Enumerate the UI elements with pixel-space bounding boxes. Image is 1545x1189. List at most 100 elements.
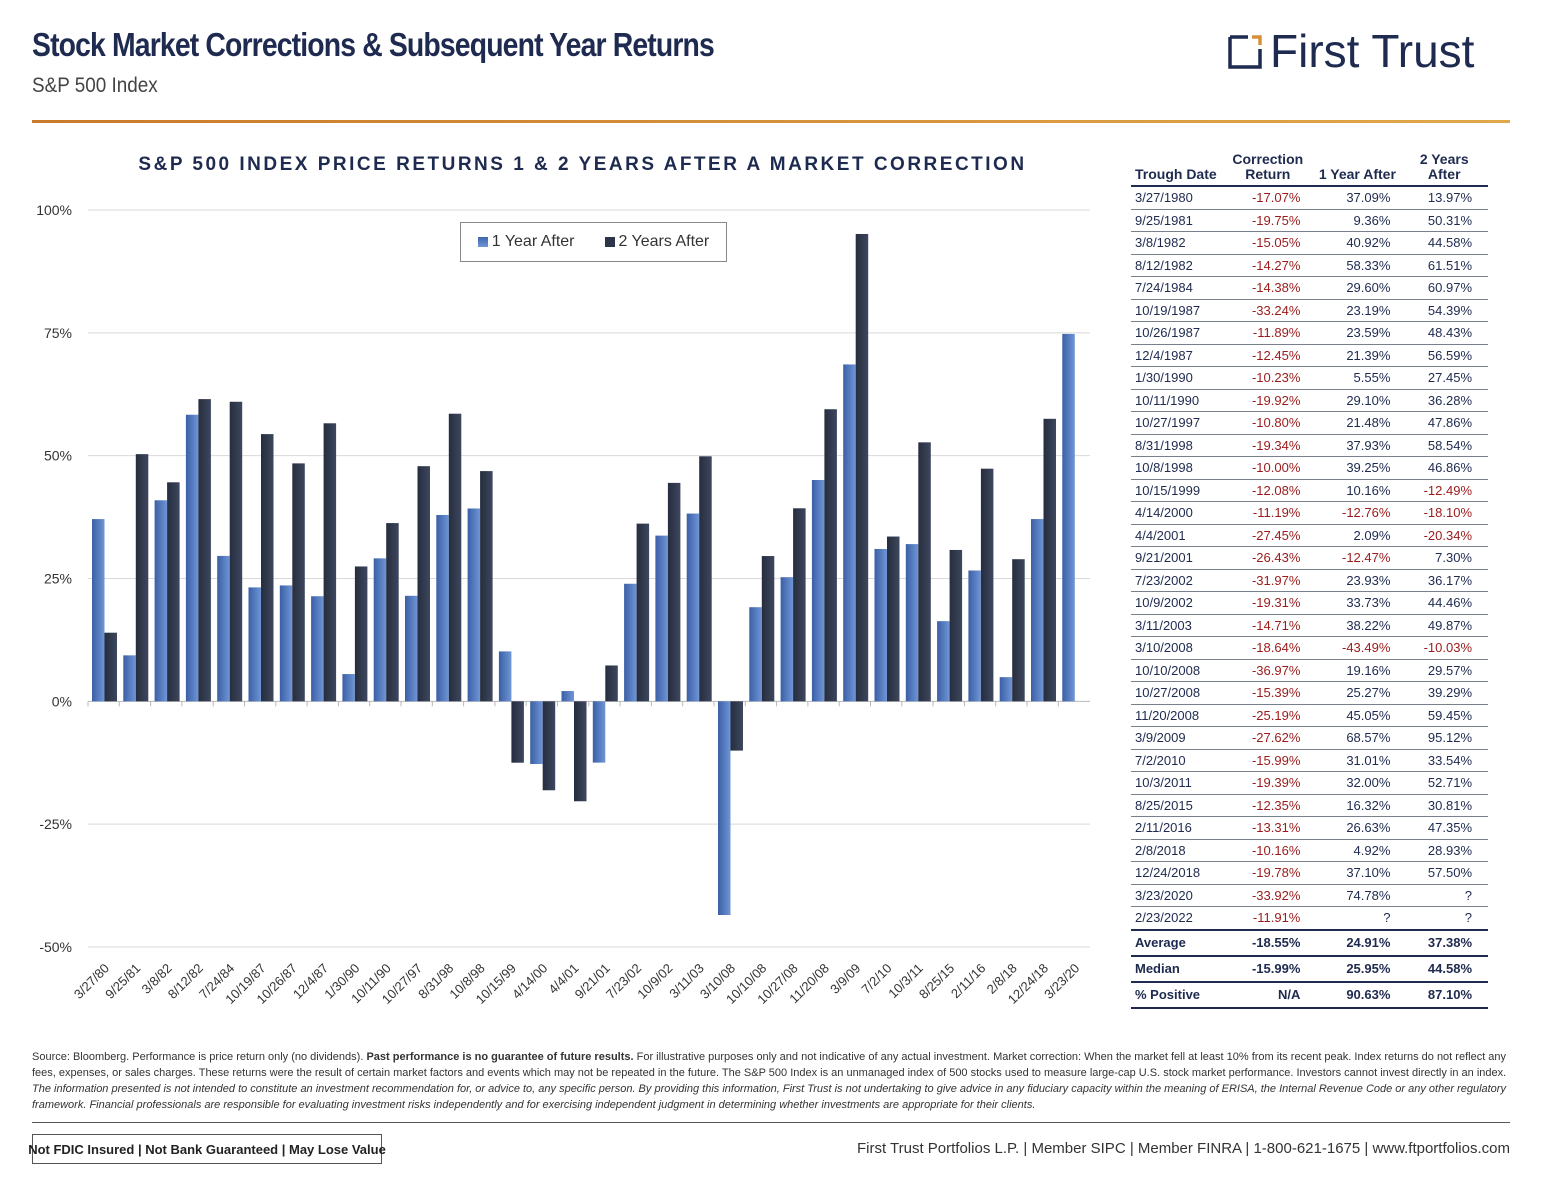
cell-1-year-after: 21.39% (1314, 344, 1401, 367)
cell-correction-return: -12.45% (1221, 344, 1315, 367)
bar-2-years (167, 482, 180, 702)
cell-2-years-after: 30.81% (1400, 794, 1488, 817)
cell-2-years-after: 56.59% (1400, 344, 1488, 367)
bar-1-year (311, 596, 324, 702)
footnote-text-b: For illustrative purposes only and not i… (32, 1051, 1507, 1079)
logo-bracket-icon (1228, 35, 1262, 69)
table-row: 4/4/2001 -27.45% 2.09% -20.34% (1131, 524, 1488, 547)
cell-correction-return: -33.24% (1221, 299, 1315, 322)
cell-1-year-after: 29.10% (1314, 389, 1401, 412)
cell-trough-date: 9/21/2001 (1131, 546, 1222, 570)
cell-trough-date: 12/24/2018 (1131, 861, 1222, 885)
cell-1-year-after: -43.49% (1314, 636, 1401, 660)
cell-correction-return: -11.19% (1221, 501, 1315, 525)
cell-1-year-after: 23.59% (1314, 321, 1401, 345)
y-tick-label: 0% (52, 693, 72, 709)
table-row: 12/4/1987 -12.45% 21.39% 56.59% (1131, 344, 1488, 367)
bar-1-year (718, 701, 731, 916)
cell-trough-date: 10/19/1987 (1131, 299, 1222, 322)
y-tick-label: 50% (44, 448, 72, 464)
cell-correction-return: -11.91% (1221, 906, 1315, 930)
cell-1-year-after: 2.09% (1314, 524, 1401, 547)
cell-trough-date: 3/11/2003 (1131, 614, 1222, 637)
cell-correction-return: -10.80% (1221, 411, 1315, 435)
table-row: 8/25/2015 -12.35% 16.32% 30.81% (1131, 794, 1488, 817)
cell-trough-date: 8/25/2015 (1131, 794, 1222, 817)
legend-swatch-1-year (477, 237, 488, 247)
x-tick-label: 3/23/20 (1041, 961, 1082, 1002)
table-row: 4/14/2000 -11.19% -12.76% -18.10% (1131, 501, 1488, 525)
bar-2-years (542, 701, 556, 791)
cell-trough-date: 8/12/1982 (1131, 254, 1222, 277)
table-row: 10/11/1990 -19.92% 29.10% 36.28% (1131, 389, 1488, 412)
cell-correction-return: -19.75% (1221, 209, 1315, 232)
cell-correction-return: -15.99% (1221, 749, 1315, 772)
cell-2-years-after: 47.86% (1400, 411, 1488, 435)
bar-1-year (780, 577, 794, 702)
header-2-years-after: 2 Years After (1400, 150, 1488, 187)
x-tick-label: 10/9/02 (634, 961, 675, 1002)
cell-correction-return: -15.05% (1221, 231, 1315, 255)
cell-1-year-after: 40.92% (1314, 231, 1401, 255)
cell-1-year-after: 37.93% (1314, 434, 1401, 457)
table-row: 10/26/1987 -11.89% 23.59% 48.43% (1131, 321, 1488, 345)
cell-correction-return: -11.89% (1221, 321, 1315, 345)
footnote-italic: The information presented is not intende… (32, 1083, 1506, 1111)
bar-2-years (699, 456, 712, 702)
bar-1-year (530, 701, 543, 765)
legend-swatch-2-years (604, 237, 615, 247)
cell-1-year-after: 21.48% (1314, 411, 1401, 435)
cell-trough-date: 8/31/1998 (1131, 434, 1222, 457)
bar-1-year (342, 674, 355, 702)
bar-1-year (92, 519, 105, 702)
summary-cell: 25.95% (1314, 955, 1401, 983)
bar-1-year (999, 677, 1013, 702)
cell-trough-date: 7/23/2002 (1131, 569, 1222, 592)
footnote-paragraph-1: Source: Bloomberg. Performance is price … (32, 1049, 1512, 1081)
summary-cell: Average (1131, 928, 1222, 957)
bar-2-years (229, 401, 243, 702)
footnote-bold: Past performance is no guarantee of futu… (366, 1051, 634, 1063)
bar-2-years (730, 701, 743, 751)
cell-2-years-after: 48.43% (1400, 321, 1488, 345)
cell-1-year-after: 37.09% (1314, 186, 1401, 210)
chart-title: S&P 500 INDEX PRICE RETURNS 1 & 2 YEARS … (138, 154, 1027, 175)
x-tick-label: 8/25/15 (916, 961, 957, 1002)
footer-contact: First Trust Portfolios L.P. | Member SIP… (856, 1140, 1510, 1157)
table-row: 7/24/1984 -14.38% 29.60% 60.97% (1131, 276, 1488, 300)
cell-1-year-after: 33.73% (1314, 591, 1401, 615)
bar-1-year (686, 513, 700, 702)
y-tick-label: 100% (36, 202, 72, 218)
summary-cell: 90.63% (1314, 981, 1401, 1009)
cell-correction-return: -19.31% (1221, 591, 1315, 615)
table-row: 3/23/2020 -33.92% 74.78%? (1131, 884, 1488, 907)
bar-2-years (855, 233, 869, 702)
cell-correction-return: -27.62% (1221, 726, 1315, 750)
cell-correction-return: -14.27% (1221, 254, 1315, 277)
cell-trough-date: 10/27/1997 (1131, 411, 1222, 435)
cell-correction-return: -17.07% (1221, 186, 1315, 210)
legend-label-1-year: 1 Year After (491, 233, 575, 250)
cell-2-years-after: -12.49% (1400, 479, 1488, 502)
cell-correction-return: -10.00% (1221, 456, 1315, 480)
bar-1-year (248, 587, 261, 702)
cell-trough-date: 12/4/1987 (1131, 344, 1222, 367)
bar-2-years (135, 454, 149, 702)
summary-row: Median -15.99% 25.95% 44.58% (1131, 955, 1488, 983)
table-body: 3/27/1980 -17.07% 37.09% 13.97% 9/25/1981 -19… (1131, 186, 1488, 1009)
cell-correction-return: -10.16% (1221, 839, 1315, 862)
first-trust-logo: First Trust (1228, 26, 1474, 76)
bar-2-years (1043, 418, 1056, 702)
summary-cell: N/A (1221, 981, 1315, 1009)
cell-1-year-after: 38.22% (1314, 614, 1401, 637)
bar-2-years (887, 536, 900, 702)
cell-1-year-after: 25.27% (1314, 681, 1401, 705)
cell-correction-return: -25.19% (1221, 704, 1315, 727)
cell-trough-date: 4/4/2001 (1131, 524, 1222, 547)
bar-1-year (467, 508, 481, 702)
bar-chart: 100%75%50%25%0%-25%-50%3/27/809/25/813/8… (36, 202, 1090, 1007)
cell-2-years-after: 36.17% (1400, 569, 1488, 592)
cell-1-year-after: 32.00% (1314, 771, 1401, 795)
x-tick-label: 9/25/81 (102, 961, 143, 1002)
cell-2-years-after: 58.54% (1400, 434, 1488, 457)
